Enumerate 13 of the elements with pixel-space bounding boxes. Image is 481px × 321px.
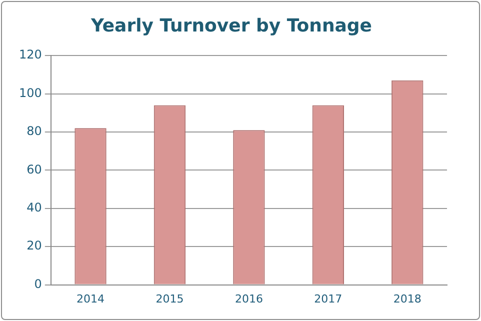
y-tick-label: 80 — [26, 124, 42, 138]
x-tick-label: 2014 — [76, 292, 105, 306]
x-tick-label: 2017 — [314, 292, 342, 306]
x-tick-label: 2015 — [156, 292, 184, 306]
y-tick-label: 40 — [26, 200, 42, 215]
x-tick-label: 2016 — [234, 292, 263, 306]
x-tick-label: 2018 — [393, 292, 422, 306]
y-tick-label: 20 — [26, 238, 42, 253]
y-tick-label: 0 — [34, 276, 42, 291]
y-tick-label: 60 — [26, 162, 42, 176]
chart-title: Yearly Turnover by Tonnage — [90, 15, 372, 36]
y-tick-label: 120 — [19, 48, 42, 62]
y-tick-label: 100 — [19, 86, 42, 100]
